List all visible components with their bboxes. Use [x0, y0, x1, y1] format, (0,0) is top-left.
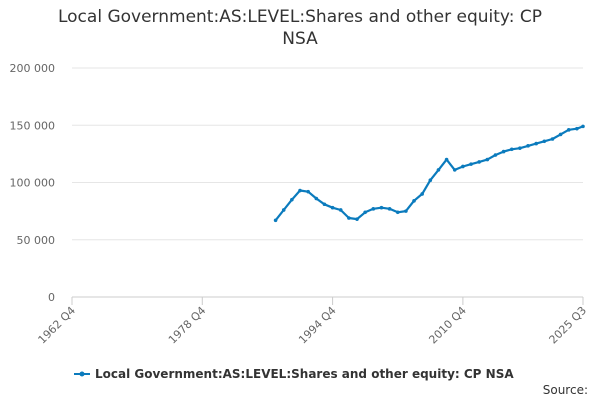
chart-title: Local Government:AS:LEVEL:Shares and oth…: [57, 7, 543, 49]
data-point: [379, 205, 384, 210]
data-point: [485, 157, 490, 162]
data-point: [436, 168, 441, 172]
data-point: [387, 207, 392, 211]
data-point: [273, 218, 278, 223]
x-tick-label: 1978 Q4: [166, 304, 209, 347]
y-tick-label: 150 000: [10, 119, 56, 132]
data-point: [395, 210, 400, 215]
x-tick-label: 1962 Q4: [36, 304, 79, 347]
data-point: [493, 153, 498, 157]
y-tick-label: 100 000: [10, 177, 56, 190]
y-tick-label: 200 000: [10, 62, 56, 75]
x-tick-label: 2010 Q4: [426, 304, 469, 347]
data-point: [298, 188, 302, 193]
data-point: [412, 199, 416, 203]
data-point: [420, 192, 424, 196]
series-line: [274, 125, 584, 221]
x-tick-label: 1994 Q4: [296, 304, 339, 347]
data-point: [338, 208, 343, 212]
data-point: [322, 202, 327, 207]
data-point: [518, 146, 522, 150]
y-tick-label: 50 000: [17, 234, 56, 247]
data-point: [461, 164, 465, 169]
data-point: [347, 216, 351, 220]
legend-marker-icon: [79, 371, 85, 377]
data-point: [281, 208, 286, 212]
data-point: [469, 162, 473, 166]
x-tick-label: 2025 Q3: [547, 304, 590, 347]
data-point: [542, 139, 547, 144]
data-point: [501, 149, 506, 154]
data-point: [558, 132, 563, 137]
data-point: [566, 128, 571, 132]
data-point: [330, 205, 335, 210]
data-point: [428, 178, 433, 183]
data-point: [550, 137, 555, 141]
legend-label: Local Government:AS:LEVEL:Shares and oth…: [95, 367, 514, 381]
data-point: [452, 168, 457, 172]
data-point: [534, 141, 538, 146]
data-point: [509, 147, 514, 152]
data-point: [363, 210, 367, 215]
data-point: [404, 209, 408, 213]
data-point: [477, 160, 481, 164]
data-point: [526, 144, 530, 148]
data-point: [371, 207, 376, 211]
data-point: [306, 189, 310, 194]
data-point: [290, 197, 294, 202]
data-point: [444, 157, 449, 162]
data-point: [581, 124, 585, 129]
y-tick-label: 0: [48, 291, 55, 304]
data-point: [575, 126, 579, 131]
data-point: [355, 217, 359, 221]
source-label: Source:: [542, 383, 588, 397]
data-point: [314, 196, 319, 201]
